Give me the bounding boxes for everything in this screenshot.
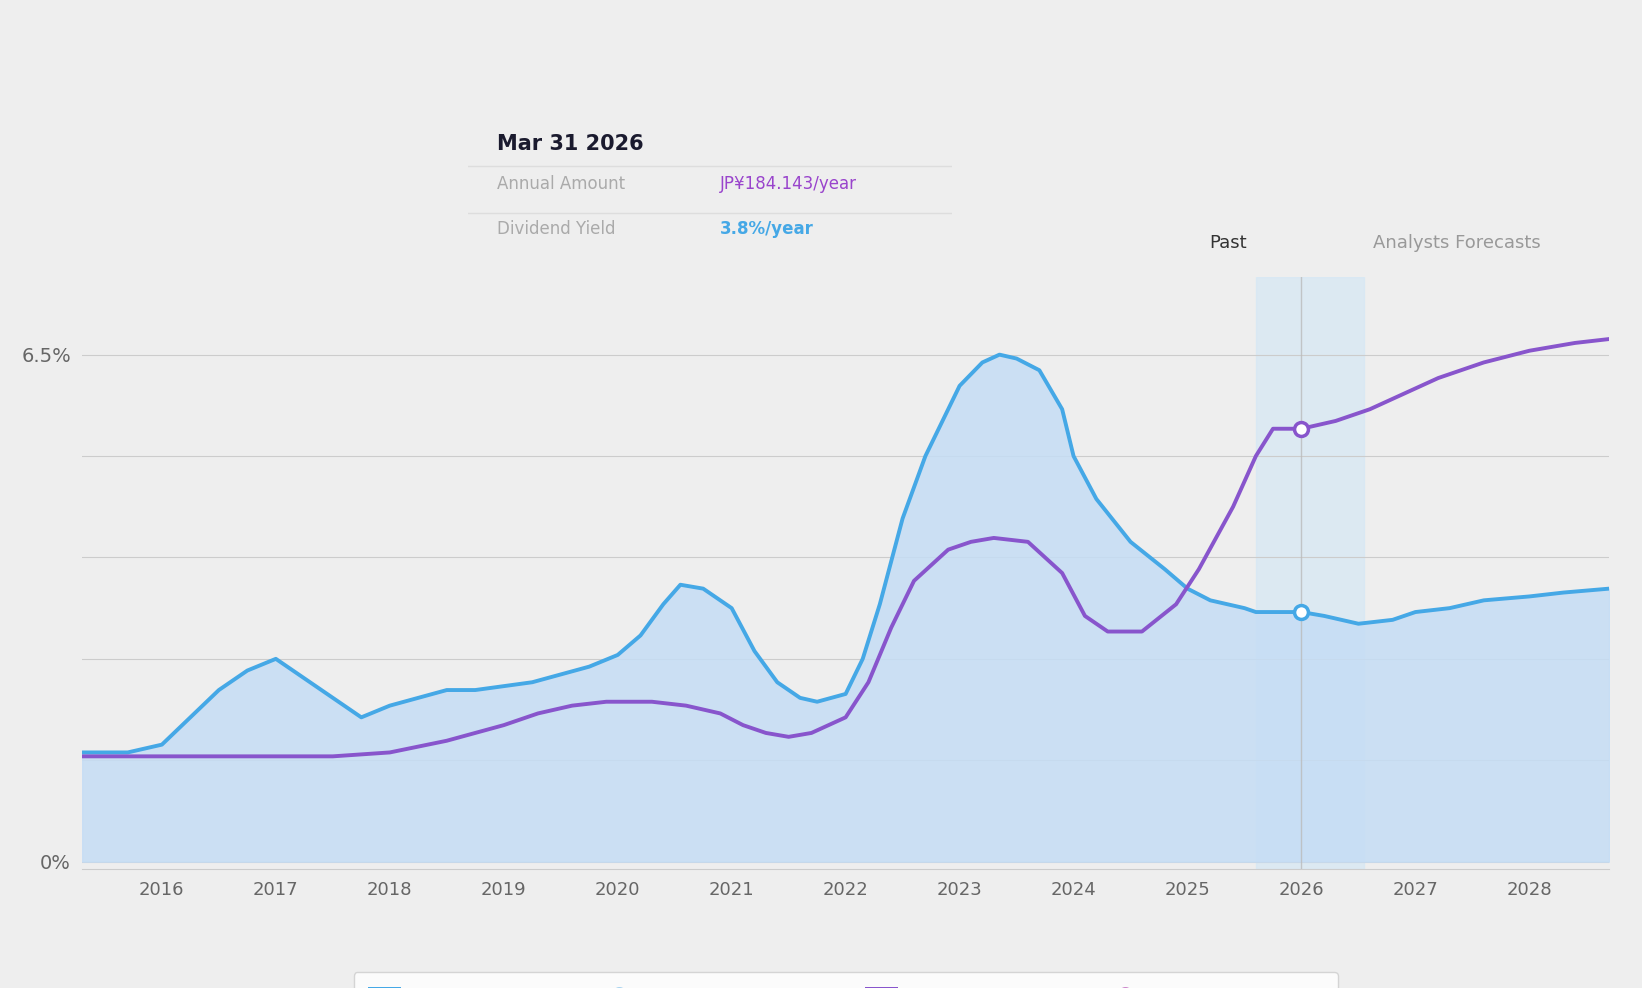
Text: Dividend Yield: Dividend Yield: [498, 220, 616, 238]
Text: Annual Amount: Annual Amount: [498, 175, 626, 193]
Text: Past: Past: [1209, 234, 1246, 252]
Text: Analysts Forecasts: Analysts Forecasts: [1373, 234, 1540, 252]
Bar: [1256, 277, 1365, 869]
Text: JP¥184.143/year: JP¥184.143/year: [719, 175, 857, 193]
Text: Mar 31 2026: Mar 31 2026: [498, 134, 644, 154]
Text: 3.8%/year: 3.8%/year: [719, 220, 814, 238]
Legend: Dividend Yield, Dividend Payments, Annual Amount, Earnings Per Share: Dividend Yield, Dividend Payments, Annua…: [353, 972, 1338, 988]
